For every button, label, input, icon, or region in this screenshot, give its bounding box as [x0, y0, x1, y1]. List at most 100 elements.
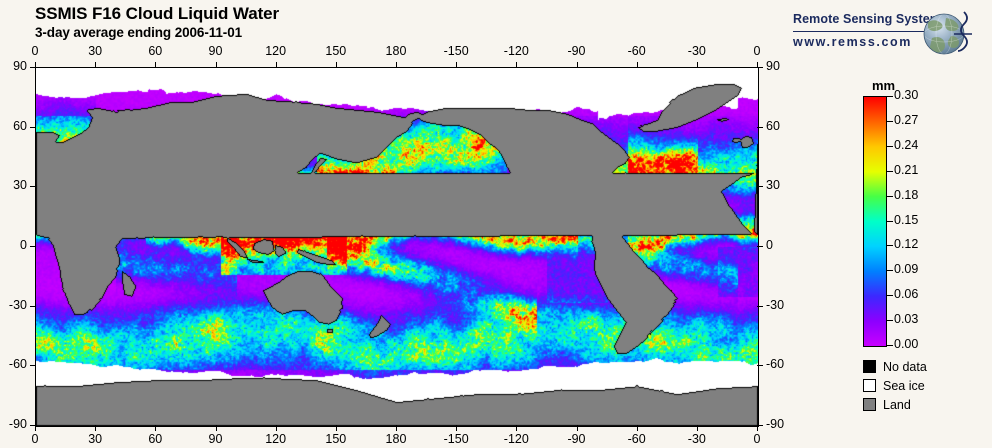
- axis-tick-label: 60: [148, 432, 163, 446]
- axis-tick-label: 90: [208, 432, 223, 446]
- axis-tick-label: -150: [443, 44, 469, 58]
- remss-logo: Remote Sensing Systems www.remss.com: [793, 10, 983, 58]
- axis-tick-label: -60: [8, 357, 27, 372]
- colorbar-tick: [886, 220, 893, 222]
- legend-item: No data: [863, 358, 927, 375]
- colorbar-tick-label: 0.27: [894, 112, 919, 127]
- legend-label: Land: [883, 397, 911, 412]
- axis-tick: [757, 67, 763, 68]
- axis-tick: [757, 126, 763, 128]
- logo-company-name: Remote Sensing Systems: [793, 12, 949, 26]
- axis-tick: [516, 425, 518, 431]
- colorbar: [863, 96, 887, 347]
- axis-tick: [396, 62, 397, 68]
- axis-tick-label: -60: [766, 357, 785, 372]
- axis-tick-label: -90: [567, 44, 586, 58]
- colorbar-tick: [886, 270, 893, 272]
- colorbar-tick-label: 0.18: [894, 187, 919, 202]
- axis-tick: [30, 305, 36, 307]
- axis-tick: [335, 425, 337, 431]
- globe-icon: [923, 11, 972, 55]
- axis-tick-label: 180: [385, 44, 407, 58]
- axis-tick: [456, 425, 458, 431]
- axis-tick-label: 0: [766, 238, 773, 252]
- axis-tick-label: 30: [88, 432, 103, 446]
- axis-tick-label: 0: [753, 432, 761, 446]
- colorbar-tick: [886, 120, 893, 122]
- axis-tick: [30, 126, 36, 128]
- logo-website: www.remss.com: [793, 35, 912, 49]
- axis-tick-label: -30: [766, 297, 785, 312]
- axis-tick: [757, 62, 758, 68]
- colorbar-tick-label: 0.03: [894, 312, 919, 327]
- colorbar-tick: [886, 195, 893, 197]
- axis-tick-label: -90: [567, 432, 586, 446]
- colorbar-unit-label: mm: [872, 78, 896, 93]
- axis-tick: [335, 62, 337, 68]
- colorbar-tick-label: 0.09: [894, 262, 919, 277]
- colorbar-tick-label: 0.21: [894, 162, 919, 177]
- map-plot-area: [35, 67, 759, 427]
- axis-tick-label: 0: [753, 44, 761, 58]
- axis-tick: [35, 425, 36, 431]
- axis-tick-label: 30: [766, 178, 780, 193]
- colorbar-tick-label: 0.24: [894, 137, 919, 152]
- axis-tick-label: 0: [31, 44, 39, 58]
- axis-tick-label: -60: [627, 44, 646, 58]
- map-legend: No data Sea ice Land: [863, 358, 927, 415]
- axis-tick-label: -150: [443, 432, 469, 446]
- axis-tick-label: 90: [208, 44, 223, 58]
- axis-tick: [30, 186, 36, 188]
- axis-tick: [215, 425, 217, 431]
- axis-tick-label: 90: [766, 59, 780, 73]
- axis-tick-label: -90: [766, 417, 785, 431]
- axis-tick: [215, 62, 217, 68]
- colorbar-tick-label: 0.15: [894, 212, 919, 227]
- colorbar-tick-label: 0.30: [894, 88, 919, 102]
- axis-tick: [516, 62, 518, 68]
- colorbar-tick: [886, 320, 893, 322]
- axis-tick: [95, 62, 97, 68]
- axis-tick: [30, 246, 36, 247]
- legend-item: Land: [863, 396, 927, 413]
- colorbar-tick: [886, 345, 893, 346]
- legend-label: Sea ice: [883, 378, 925, 393]
- legend-swatch: [863, 379, 876, 392]
- axis-tick-label: 60: [766, 118, 780, 133]
- colorbar-tick: [886, 96, 893, 97]
- axis-tick: [35, 62, 36, 68]
- axis-tick-label: -30: [687, 44, 706, 58]
- axis-tick-label: -120: [503, 432, 529, 446]
- axis-tick-label: 150: [325, 432, 347, 446]
- axis-tick: [576, 425, 578, 431]
- axis-tick: [155, 425, 157, 431]
- axis-tick: [757, 186, 763, 188]
- colorbar-tick: [886, 295, 893, 297]
- axis-tick-label: -90: [8, 417, 27, 431]
- colorbar-tick: [886, 145, 893, 147]
- axis-tick-label: -30: [8, 297, 27, 312]
- axis-tick: [30, 365, 36, 367]
- axis-tick-label: 0: [31, 432, 39, 446]
- axis-tick: [275, 62, 277, 68]
- axis-tick: [757, 425, 758, 431]
- colorbar-tick-label: 0.12: [894, 237, 919, 252]
- axis-tick: [155, 62, 157, 68]
- axis-tick-label: 120: [265, 432, 287, 446]
- axis-tick-label: -30: [687, 432, 706, 446]
- axis-tick-label: 30: [88, 44, 103, 58]
- axis-tick-label: 60: [13, 118, 27, 133]
- colorbar-tick-label: 0.06: [894, 287, 919, 302]
- axis-tick-label: 0: [20, 238, 27, 252]
- page-title: SSMIS F16 Cloud Liquid Water: [35, 4, 280, 23]
- axis-tick-label: 180: [385, 432, 407, 446]
- axis-tick: [757, 246, 763, 247]
- axis-tick-label: 150: [325, 44, 347, 58]
- legend-label: No data: [883, 359, 927, 374]
- colorbar-tick-label: 0.00: [894, 337, 919, 351]
- axis-tick: [30, 425, 36, 426]
- axis-tick: [636, 425, 638, 431]
- axis-tick-label: 30: [13, 178, 27, 193]
- axis-tick-label: 120: [265, 44, 287, 58]
